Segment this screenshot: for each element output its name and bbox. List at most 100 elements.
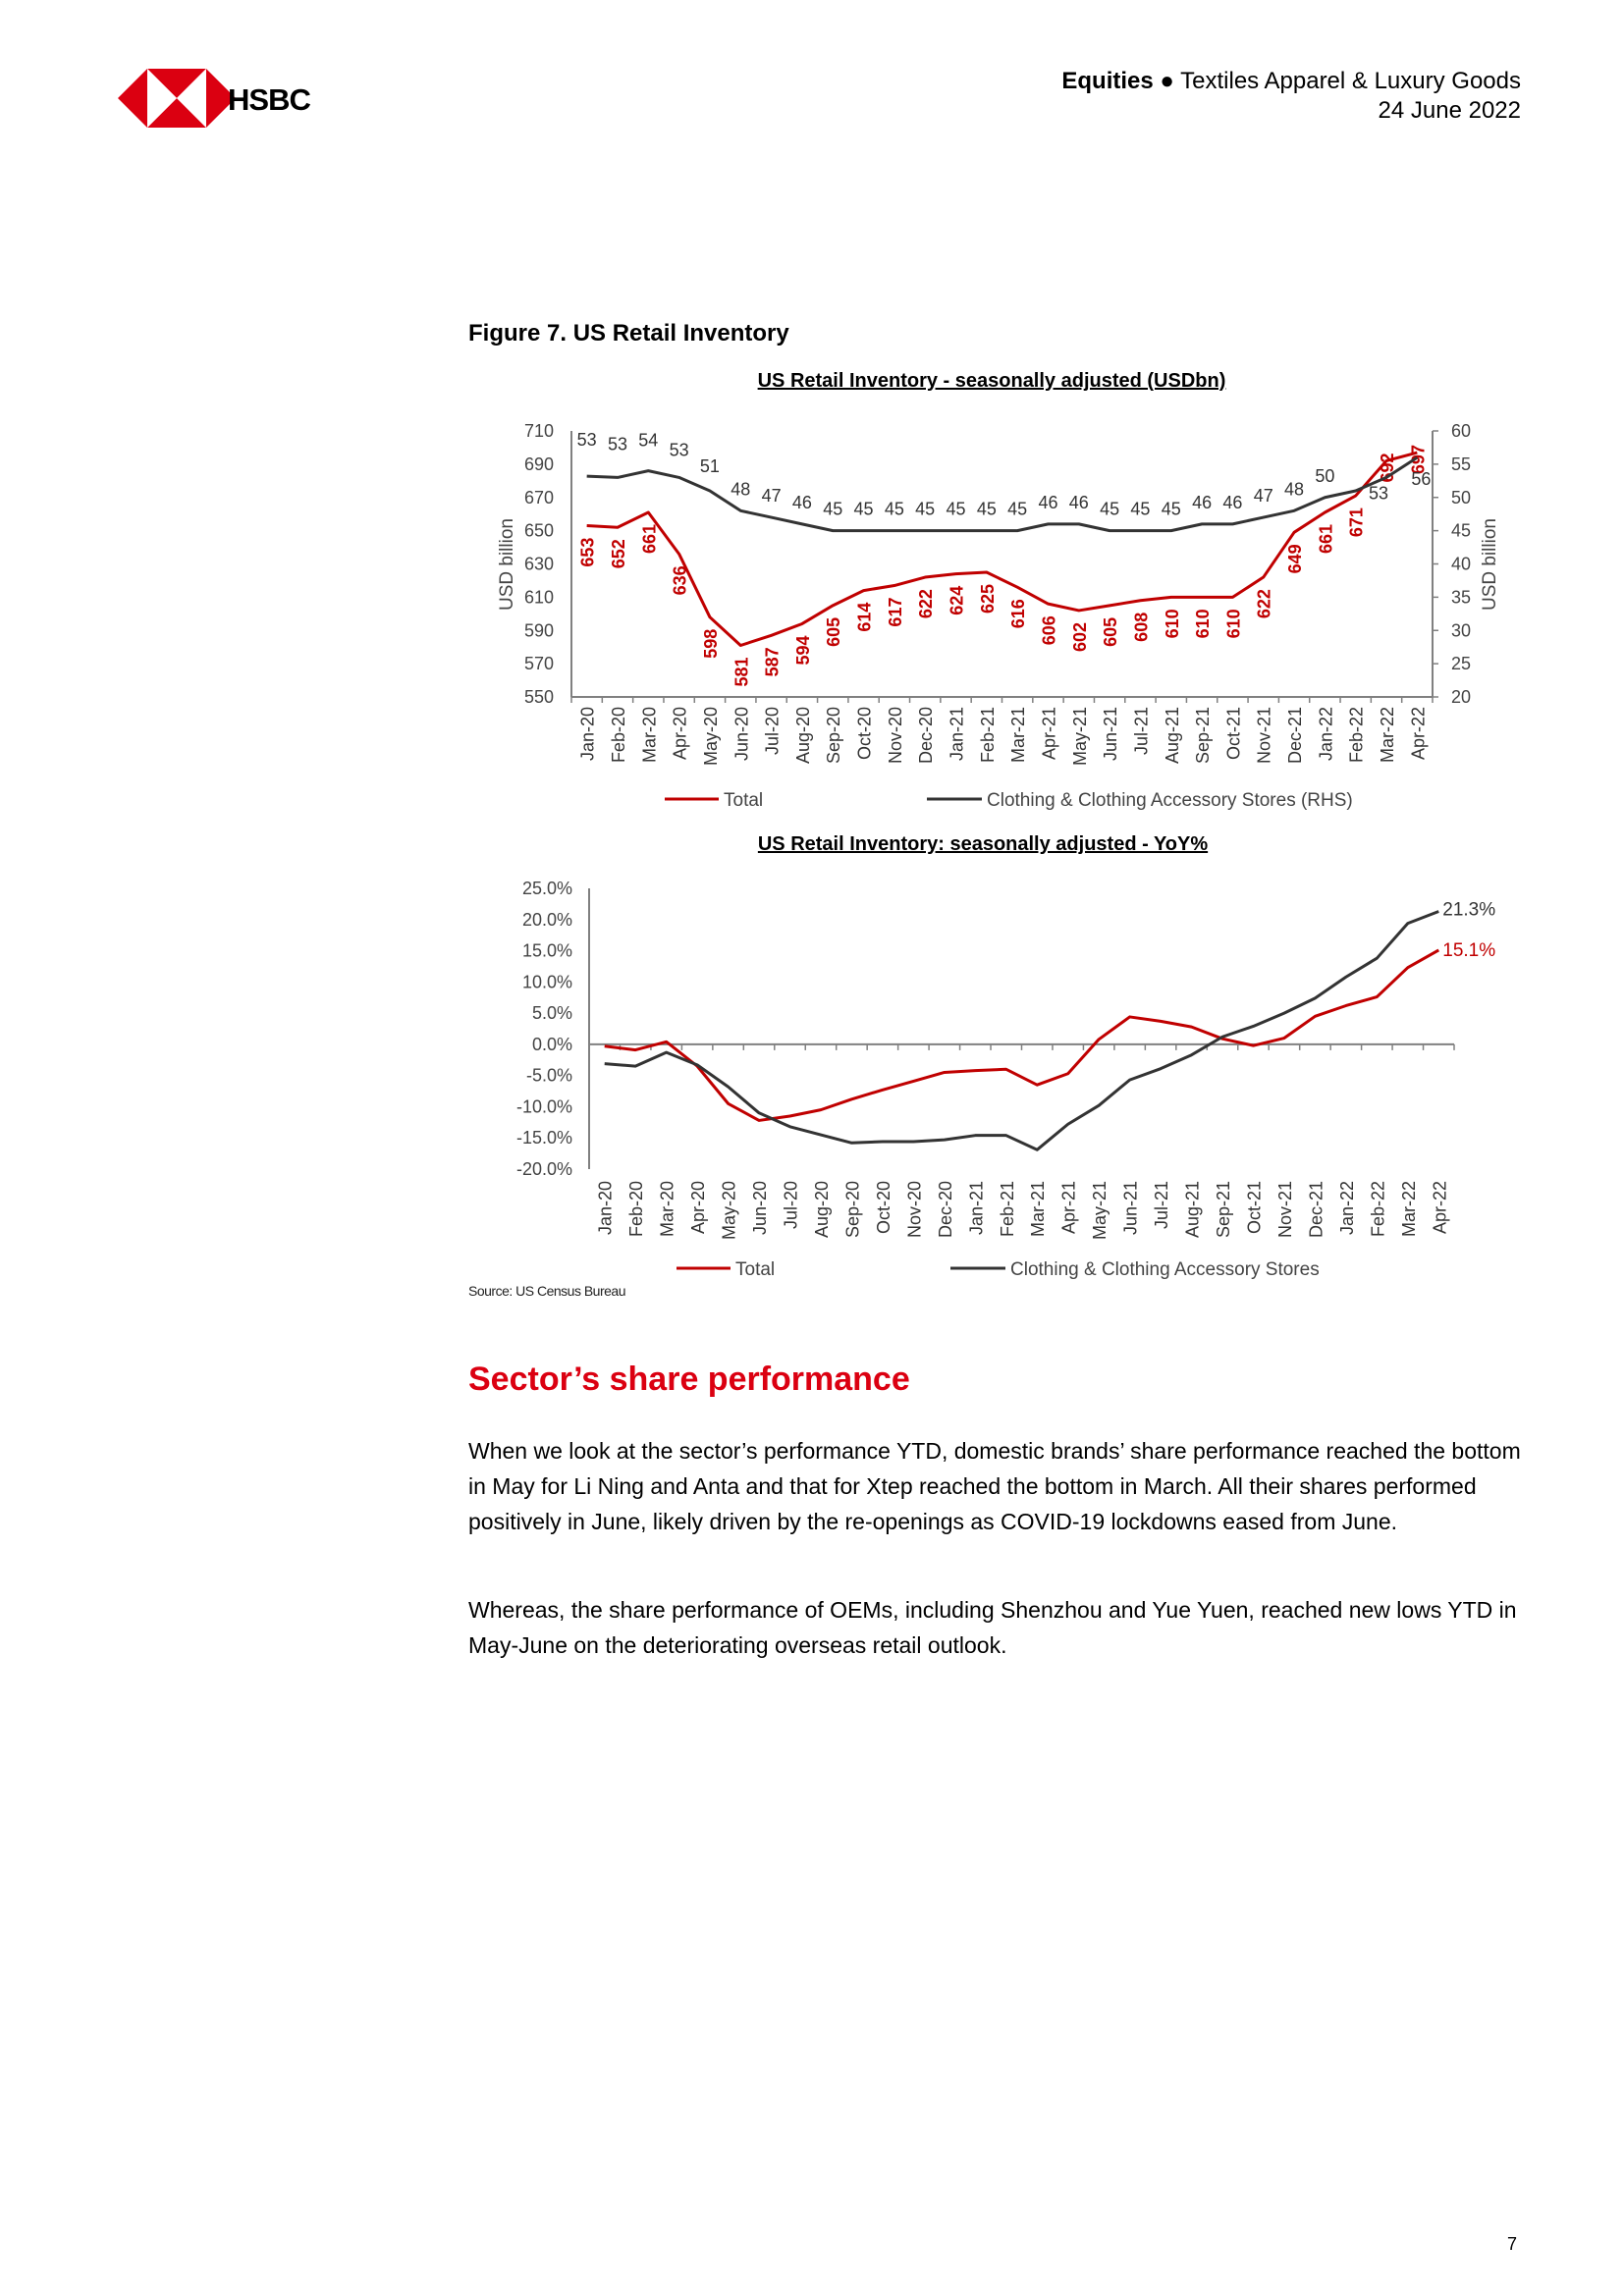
data-label-total: 581 bbox=[731, 657, 751, 686]
data-label-clothing: 45 bbox=[823, 500, 842, 519]
x-tick-label: Feb-21 bbox=[978, 707, 998, 763]
y-tick-label: 610 bbox=[524, 587, 554, 607]
data-label-total: 598 bbox=[701, 629, 721, 659]
data-label-clothing: 53 bbox=[577, 430, 597, 450]
paragraph: When we look at the sector’s performance… bbox=[468, 1438, 1521, 1534]
y-tick-label: 590 bbox=[524, 620, 554, 640]
figure-charts: US Retail Inventory - seasonally adjuste… bbox=[497, 370, 1500, 1280]
y2-tick-label: 40 bbox=[1451, 555, 1471, 574]
series-line-clothing bbox=[604, 910, 1439, 1151]
data-label-clothing: 45 bbox=[885, 500, 904, 519]
brand-name: HSBC bbox=[228, 82, 310, 117]
data-label-clothing: 46 bbox=[1069, 493, 1089, 512]
data-label-clothing: 47 bbox=[762, 486, 782, 506]
data-label-clothing: 45 bbox=[1100, 500, 1119, 519]
data-label-clothing: 53 bbox=[1369, 483, 1388, 503]
x-tick-label: May-20 bbox=[720, 1181, 739, 1240]
y-tick-label: -20.0% bbox=[516, 1159, 572, 1179]
data-label-total: 606 bbox=[1039, 615, 1058, 645]
y-tick-label: 25.0% bbox=[522, 879, 572, 898]
x-tick-label: Mar-22 bbox=[1399, 1181, 1419, 1237]
data-label-total: 622 bbox=[916, 589, 936, 618]
data-label-clothing: 53 bbox=[670, 440, 689, 459]
series-line-total bbox=[604, 948, 1440, 1122]
data-label-clothing: 51 bbox=[700, 456, 720, 476]
legend-label-clothing: Clothing & Clothing Accessory Stores (RH… bbox=[987, 790, 1353, 811]
chart-title: US Retail Inventory: seasonally adjusted… bbox=[758, 833, 1208, 855]
data-label-total: 636 bbox=[671, 565, 690, 595]
x-tick-label: Aug-20 bbox=[812, 1181, 832, 1238]
x-tick-label: Dec-20 bbox=[916, 707, 936, 764]
data-label-total: 661 bbox=[1316, 524, 1335, 554]
data-label-clothing: 46 bbox=[792, 493, 812, 512]
x-tick-label: Oct-21 bbox=[1244, 1181, 1264, 1234]
data-label-clothing: 45 bbox=[854, 500, 874, 519]
data-label-clothing: 48 bbox=[1284, 479, 1304, 499]
data-label-total: 625 bbox=[978, 584, 998, 614]
x-tick-label: Mar-21 bbox=[1028, 1181, 1048, 1237]
y-tick-label: 550 bbox=[524, 687, 554, 707]
x-tick-label: Apr-20 bbox=[688, 1181, 708, 1234]
header-date: 24 June 2022 bbox=[1378, 97, 1521, 124]
y2-tick-label: 60 bbox=[1451, 421, 1471, 441]
data-label-clothing: 46 bbox=[1222, 493, 1242, 512]
hsbc-logo: HSBC bbox=[118, 69, 324, 133]
x-tick-label: Nov-20 bbox=[904, 1181, 924, 1238]
y-tick-label: 690 bbox=[524, 454, 554, 474]
x-tick-label: Jan-22 bbox=[1337, 1181, 1357, 1235]
data-label-total: 697 bbox=[1408, 445, 1428, 474]
x-tick-label: Jul-20 bbox=[763, 707, 783, 755]
x-tick-label: Mar-22 bbox=[1378, 707, 1397, 763]
data-label-total: 671 bbox=[1347, 507, 1367, 537]
page-number: 7 bbox=[1507, 2234, 1518, 2254]
x-tick-label: Jan-20 bbox=[578, 707, 598, 761]
data-label-clothing: 47 bbox=[1254, 486, 1273, 506]
x-tick-label: Feb-22 bbox=[1368, 1181, 1387, 1237]
data-label-clothing: 45 bbox=[977, 500, 997, 519]
legend-label-total: Total bbox=[724, 790, 763, 811]
y2-tick-label: 25 bbox=[1451, 654, 1471, 673]
x-tick-label: Sep-21 bbox=[1214, 1181, 1233, 1238]
x-tick-label: Apr-22 bbox=[1408, 707, 1428, 760]
figure-title: Figure 7. US Retail Inventory bbox=[468, 320, 789, 347]
x-tick-label: Mar-20 bbox=[639, 707, 659, 763]
y2-axis-label: USD billion bbox=[1480, 518, 1500, 611]
data-label-clothing: 50 bbox=[1315, 466, 1334, 486]
x-tick-label: Apr-21 bbox=[1059, 1181, 1079, 1234]
data-label-clothing: 46 bbox=[1038, 493, 1057, 512]
x-tick-label: Mar-20 bbox=[658, 1181, 677, 1237]
x-tick-label: May-21 bbox=[1070, 707, 1090, 766]
data-label-total: 652 bbox=[609, 539, 628, 568]
x-tick-label: Feb-20 bbox=[609, 707, 628, 763]
y-tick-label: 670 bbox=[524, 488, 554, 507]
data-label-total: 616 bbox=[1008, 599, 1028, 628]
data-label-clothing: 45 bbox=[1007, 500, 1027, 519]
x-tick-label: Dec-21 bbox=[1285, 707, 1305, 764]
legend-label-total: Total bbox=[735, 1259, 775, 1280]
x-tick-label: Jan-21 bbox=[947, 707, 967, 761]
y-tick-label: 650 bbox=[524, 521, 554, 541]
data-label-clothing: 54 bbox=[638, 431, 658, 451]
x-tick-label: Oct-20 bbox=[855, 707, 875, 760]
y-tick-label: 10.0% bbox=[522, 972, 572, 991]
data-label-total: 624 bbox=[947, 586, 967, 615]
end-value-label: 15.1% bbox=[1442, 940, 1495, 961]
data-label-total: 661 bbox=[639, 524, 659, 554]
chart-title: US Retail Inventory - seasonally adjuste… bbox=[758, 370, 1226, 392]
data-label-total: 622 bbox=[1255, 589, 1274, 618]
data-label-clothing: 45 bbox=[1162, 500, 1181, 519]
x-tick-label: Apr-21 bbox=[1039, 707, 1058, 760]
x-tick-label: Jun-21 bbox=[1121, 1181, 1141, 1235]
end-value-label: 21.3% bbox=[1442, 900, 1495, 921]
y2-tick-label: 20 bbox=[1451, 687, 1471, 707]
data-label-total: 587 bbox=[763, 647, 783, 676]
header-bullet: ● bbox=[1160, 68, 1174, 94]
x-tick-label: Feb-22 bbox=[1347, 707, 1367, 763]
y2-tick-label: 35 bbox=[1451, 587, 1471, 607]
y-tick-label: 710 bbox=[524, 421, 554, 441]
x-tick-label: Jul-21 bbox=[1131, 707, 1151, 755]
data-label-total: 608 bbox=[1131, 613, 1151, 642]
x-tick-label: Dec-21 bbox=[1306, 1181, 1326, 1238]
series-line-total bbox=[586, 451, 1418, 647]
data-label-total: 610 bbox=[1223, 609, 1243, 638]
